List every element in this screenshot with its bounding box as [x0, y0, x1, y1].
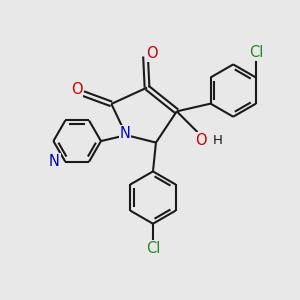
- Text: N: N: [119, 126, 130, 141]
- Text: O: O: [71, 82, 82, 98]
- Text: H: H: [213, 134, 223, 147]
- Text: O: O: [146, 46, 158, 61]
- Text: N: N: [49, 154, 60, 169]
- Text: Cl: Cl: [146, 242, 160, 256]
- Text: O: O: [195, 133, 206, 148]
- Text: Cl: Cl: [249, 45, 263, 60]
